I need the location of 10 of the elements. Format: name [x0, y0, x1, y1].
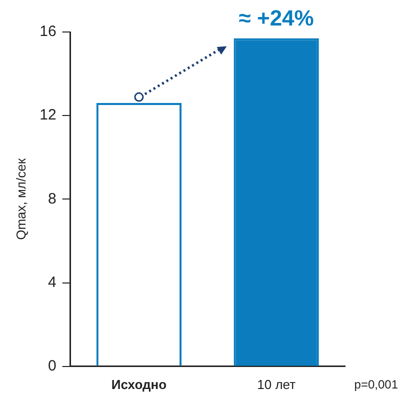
y-tick-label: 12 — [40, 106, 56, 124]
x-tick-label: 10 лет — [257, 376, 296, 392]
y-tick-label: 8 — [48, 190, 56, 208]
y-axis-title: Qmax, мл/сек — [13, 158, 28, 240]
y-tick-label: 0 — [48, 358, 56, 375]
text: ≈ +24% — [238, 5, 314, 30]
x-tick-label: Исходно — [111, 376, 167, 392]
y-tick-label: 4 — [48, 274, 56, 291]
text: p=0,001 — [354, 378, 398, 392]
y-tick-label: 16 — [40, 23, 56, 40]
